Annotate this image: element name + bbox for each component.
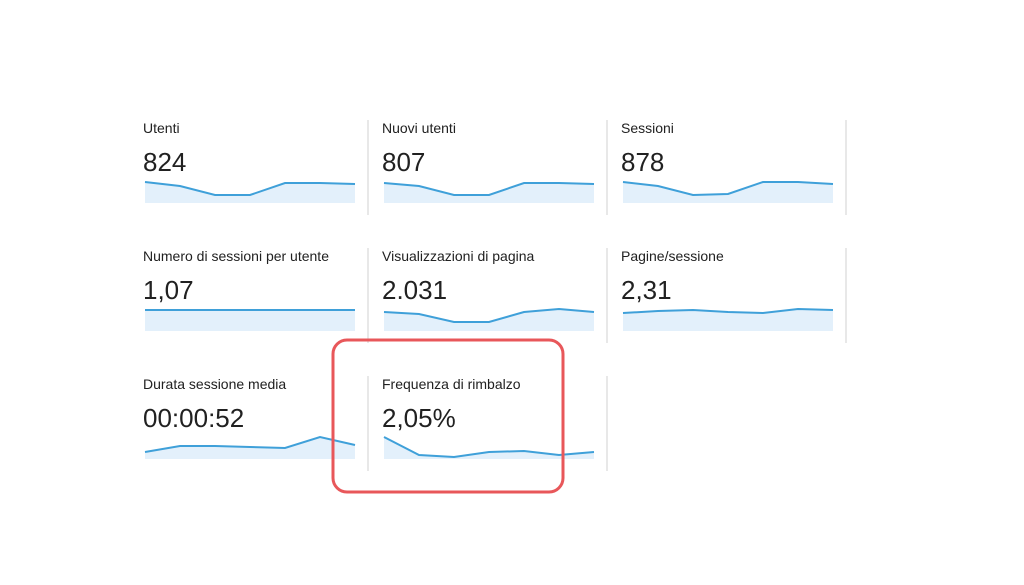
- metric-label: Durata sessione media: [143, 376, 286, 392]
- metric-value: 2.031: [382, 275, 447, 305]
- highlight-box: [331, 338, 565, 494]
- sparkline-area: [623, 182, 833, 203]
- metric-card: Frequenza di rimbalzo 2,05%: [382, 376, 608, 471]
- metric-value: 2,05%: [382, 403, 456, 433]
- sparkline-area: [145, 310, 355, 331]
- sparkline: [383, 307, 595, 323]
- metric-label: Numero di sessioni per utente: [143, 248, 329, 264]
- sparkline: [383, 436, 595, 459]
- metric-label: Frequenza di rimbalzo: [382, 376, 521, 392]
- sparkline-area: [145, 182, 355, 203]
- metric-value: 824: [143, 147, 186, 177]
- metric-value: 00:00:52: [143, 403, 244, 433]
- metric-label: Visualizzazioni di pagina: [382, 248, 534, 264]
- sparkline: [144, 435, 356, 453]
- metric-label: Sessioni: [621, 120, 674, 136]
- metric-card: Durata sessione media 00:00:52: [143, 376, 369, 471]
- sparkline-area: [384, 183, 594, 203]
- metric-label: Nuovi utenti: [382, 120, 456, 136]
- sparkline: [144, 181, 356, 196]
- metric-card: Numero di sessioni per utente 1,07: [143, 248, 369, 343]
- sparkline: [622, 181, 834, 197]
- sparkline: [622, 307, 834, 315]
- metric-card: Nuovi utenti 807: [382, 120, 608, 215]
- metric-label: Utenti: [143, 120, 180, 136]
- metric-value: 878: [621, 147, 664, 177]
- metric-card: Pagine/sessione 2,31: [621, 248, 847, 343]
- metric-card: Utenti 824: [143, 120, 369, 215]
- sparkline-area: [384, 309, 594, 331]
- metric-card: Sessioni 878: [621, 120, 847, 215]
- metric-label: Pagine/sessione: [621, 248, 724, 264]
- sparkline: [383, 182, 595, 196]
- sparkline-area: [623, 309, 833, 331]
- metric-value: 807: [382, 147, 425, 177]
- metric-card: Visualizzazioni di pagina 2.031: [382, 248, 608, 343]
- metric-value: 2,31: [621, 275, 672, 305]
- metric-value: 1,07: [143, 275, 194, 305]
